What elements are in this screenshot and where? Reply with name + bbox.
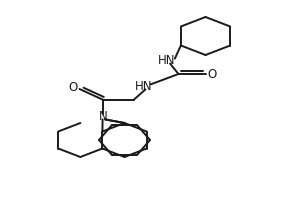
Text: HN: HN — [158, 53, 175, 66]
Text: HN: HN — [135, 80, 153, 92]
Text: O: O — [68, 81, 77, 94]
Text: N: N — [99, 110, 108, 123]
Text: O: O — [208, 68, 217, 80]
